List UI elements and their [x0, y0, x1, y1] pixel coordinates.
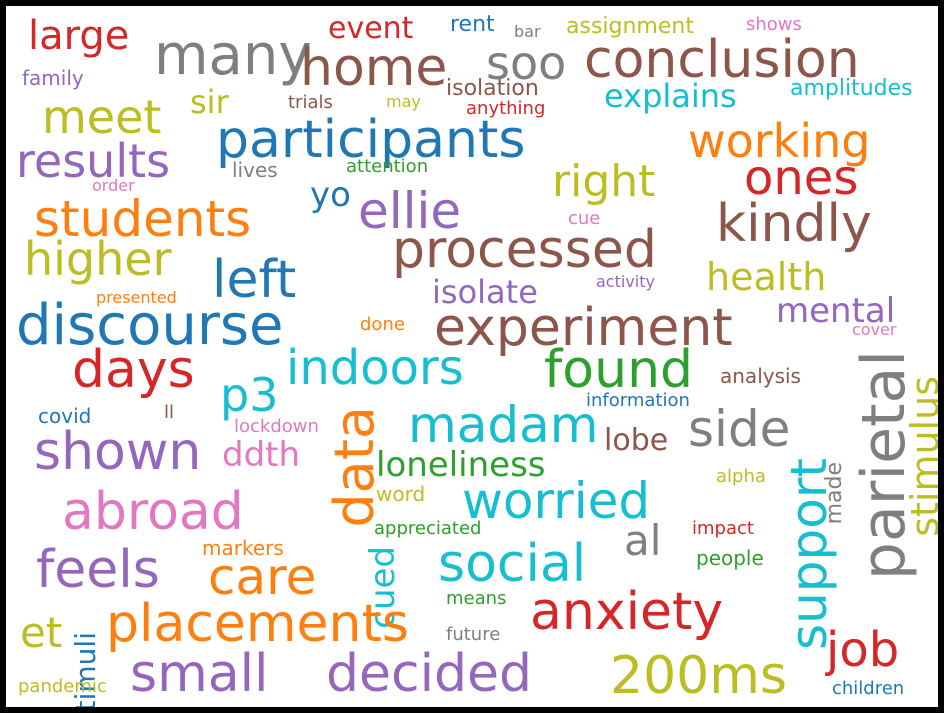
word-impact: impact [692, 518, 754, 539]
word-job: job [826, 622, 900, 678]
word-markers: markers [202, 536, 284, 560]
word-pandemic: pandemic [18, 676, 107, 697]
word-side: side [688, 400, 791, 458]
word-indoors: indoors [286, 340, 464, 396]
word-cover: cover [852, 320, 897, 339]
word-left: left [212, 250, 297, 310]
word-ones: ones [744, 150, 859, 206]
word-students: students [34, 190, 252, 248]
word-future: future [446, 624, 501, 645]
word-processed: processed [392, 220, 657, 280]
word-large: large [28, 13, 130, 59]
word-explains: explains [604, 77, 737, 115]
word-isolate: isolate [432, 273, 538, 311]
word-ddth: ddth [222, 435, 301, 475]
word-people: people [696, 546, 764, 570]
word-kindly: kindly [716, 194, 872, 254]
word-worried: worried [462, 472, 651, 530]
word-information: information [586, 390, 690, 411]
word-yo: yo [310, 175, 351, 215]
word-presented: presented [96, 288, 177, 307]
word-appreciated: appreciated [374, 518, 482, 539]
word-madam: madam [408, 396, 599, 454]
word-trials: trials [288, 92, 333, 113]
word-alpha: alpha [716, 466, 766, 487]
word-health: health [706, 255, 827, 299]
word-cloud: large event rent bar assignment shows many home… [6, 6, 938, 707]
word-shown: shown [34, 422, 202, 482]
word-data: data [323, 406, 386, 528]
word-home: home [300, 38, 448, 98]
word-participants: participants [216, 110, 526, 170]
word-may: may [386, 92, 421, 111]
word-meet: meet [42, 90, 162, 144]
word-ellie: ellie [358, 182, 462, 240]
word-family: family [22, 66, 84, 90]
word-anything: anything [466, 98, 546, 119]
word-sir: sir [190, 83, 229, 121]
word-feels: feels [36, 540, 160, 600]
word-event: event [328, 11, 414, 46]
word-small: small [130, 644, 269, 704]
word-bar: bar [514, 22, 541, 41]
word-activity: activity [596, 272, 655, 291]
word-means: means [446, 588, 507, 609]
word-al: al [624, 516, 662, 565]
word-results: results [16, 134, 171, 188]
word-soo: soo [486, 36, 567, 90]
word-lockdown: lockdown [234, 416, 319, 437]
word-200ms: 200ms [610, 646, 787, 706]
word-right: right [552, 156, 656, 207]
word-abroad: abroad [62, 482, 244, 542]
word-assignment: assignment [566, 14, 694, 39]
word-cue: cue [568, 208, 601, 229]
word-anxiety: anxiety [530, 582, 724, 642]
word-stimulus: stimulus [903, 376, 938, 537]
word-p3: p3 [220, 368, 279, 422]
word-experiment: experiment [434, 298, 733, 358]
word-et: et [20, 608, 63, 657]
word-lobe: lobe [604, 423, 669, 458]
word-care: care [208, 548, 317, 606]
word-done: done [360, 314, 405, 335]
word-shows: shows [746, 14, 802, 35]
word-covid: covid [38, 404, 92, 428]
word-amplitudes: amplitudes [790, 76, 913, 101]
word-placements: placements [106, 594, 409, 654]
word-attention: attention [346, 156, 429, 177]
word-order: order [92, 176, 135, 195]
word-mental: mental [776, 291, 896, 331]
word-social: social [438, 534, 587, 594]
word-decided: decided [326, 644, 533, 704]
word-lives: lives [232, 158, 278, 182]
word-working: working [688, 114, 871, 168]
word-days: days [72, 340, 195, 400]
word-analysis: analysis [720, 364, 801, 388]
word-found: found [544, 340, 694, 400]
word-children: children [832, 678, 905, 699]
word-conclusion: conclusion [584, 30, 860, 90]
word-rent: rent [450, 12, 495, 37]
word-discourse: discourse [16, 293, 284, 358]
word-loneliness: loneliness [376, 445, 546, 485]
word-higher: higher [24, 232, 172, 286]
word-ll: ll [164, 402, 175, 423]
word-many: many [154, 23, 312, 88]
word-isolation: isolation [446, 76, 539, 101]
word-word: word [376, 482, 426, 506]
